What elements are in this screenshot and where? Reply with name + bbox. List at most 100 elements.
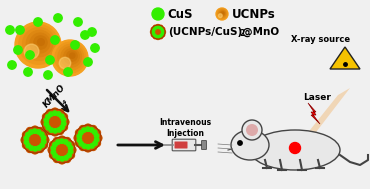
Circle shape	[153, 34, 155, 36]
Circle shape	[36, 130, 41, 134]
Circle shape	[42, 109, 68, 135]
Circle shape	[57, 128, 64, 135]
Circle shape	[52, 108, 58, 115]
Circle shape	[289, 143, 300, 153]
Circle shape	[71, 41, 79, 49]
Circle shape	[44, 122, 48, 126]
Circle shape	[246, 124, 258, 136]
Text: Laser: Laser	[303, 92, 331, 101]
Circle shape	[151, 27, 155, 31]
Circle shape	[61, 118, 66, 122]
Circle shape	[29, 146, 34, 150]
Circle shape	[32, 126, 38, 133]
Circle shape	[23, 131, 29, 138]
Circle shape	[51, 36, 59, 44]
Circle shape	[24, 136, 28, 140]
Circle shape	[86, 145, 90, 149]
Circle shape	[22, 127, 48, 153]
Circle shape	[23, 28, 56, 60]
Circle shape	[85, 124, 91, 131]
Circle shape	[53, 138, 60, 144]
Circle shape	[220, 11, 225, 16]
Circle shape	[217, 9, 227, 19]
Circle shape	[61, 122, 66, 126]
Circle shape	[94, 138, 99, 142]
Circle shape	[90, 128, 94, 132]
Circle shape	[70, 147, 76, 153]
Circle shape	[85, 127, 90, 131]
Circle shape	[57, 109, 64, 116]
FancyBboxPatch shape	[202, 140, 206, 149]
Circle shape	[63, 140, 68, 144]
Circle shape	[53, 143, 57, 147]
Circle shape	[61, 113, 67, 120]
Circle shape	[33, 129, 37, 133]
Circle shape	[51, 150, 55, 154]
Circle shape	[61, 46, 81, 67]
Circle shape	[161, 28, 163, 30]
Circle shape	[37, 128, 44, 134]
Circle shape	[16, 26, 24, 34]
Circle shape	[84, 58, 92, 66]
Circle shape	[41, 139, 46, 144]
Circle shape	[57, 128, 61, 132]
Circle shape	[79, 142, 84, 146]
Circle shape	[91, 44, 99, 52]
Circle shape	[49, 112, 53, 116]
Circle shape	[155, 27, 157, 29]
Circle shape	[37, 146, 41, 150]
Circle shape	[64, 49, 79, 64]
Circle shape	[61, 124, 67, 131]
Circle shape	[151, 25, 165, 39]
Circle shape	[41, 131, 47, 138]
Circle shape	[159, 26, 161, 29]
FancyBboxPatch shape	[175, 142, 188, 149]
Circle shape	[38, 39, 44, 45]
Circle shape	[82, 128, 86, 132]
Circle shape	[34, 18, 42, 26]
Circle shape	[49, 137, 75, 163]
Circle shape	[238, 141, 242, 145]
Circle shape	[46, 109, 53, 116]
Circle shape	[43, 137, 49, 143]
Circle shape	[6, 26, 14, 34]
Circle shape	[32, 147, 38, 154]
Circle shape	[53, 156, 60, 163]
Circle shape	[64, 138, 71, 144]
Circle shape	[157, 36, 159, 38]
Circle shape	[156, 36, 160, 40]
Circle shape	[52, 129, 58, 136]
Circle shape	[40, 132, 44, 136]
Circle shape	[77, 134, 81, 139]
Circle shape	[50, 141, 56, 148]
Circle shape	[56, 156, 61, 160]
Circle shape	[24, 68, 32, 76]
Circle shape	[63, 119, 69, 125]
Circle shape	[92, 130, 97, 135]
Circle shape	[26, 30, 53, 57]
Circle shape	[242, 120, 262, 140]
FancyBboxPatch shape	[172, 139, 196, 151]
Circle shape	[95, 135, 102, 141]
Circle shape	[93, 141, 97, 146]
Text: KMnO: KMnO	[42, 83, 68, 109]
Circle shape	[75, 140, 82, 147]
Circle shape	[154, 35, 157, 39]
Circle shape	[59, 57, 71, 69]
Circle shape	[80, 144, 86, 150]
Circle shape	[21, 137, 28, 143]
Circle shape	[159, 25, 163, 29]
Circle shape	[218, 9, 226, 18]
Ellipse shape	[250, 130, 340, 170]
Ellipse shape	[231, 130, 269, 160]
Circle shape	[29, 130, 33, 134]
Circle shape	[152, 32, 155, 34]
Circle shape	[218, 14, 222, 18]
Polygon shape	[308, 103, 320, 124]
Circle shape	[151, 33, 155, 37]
Circle shape	[64, 156, 68, 160]
Circle shape	[68, 141, 74, 148]
Circle shape	[19, 25, 58, 64]
Circle shape	[88, 28, 96, 36]
Circle shape	[60, 157, 64, 161]
